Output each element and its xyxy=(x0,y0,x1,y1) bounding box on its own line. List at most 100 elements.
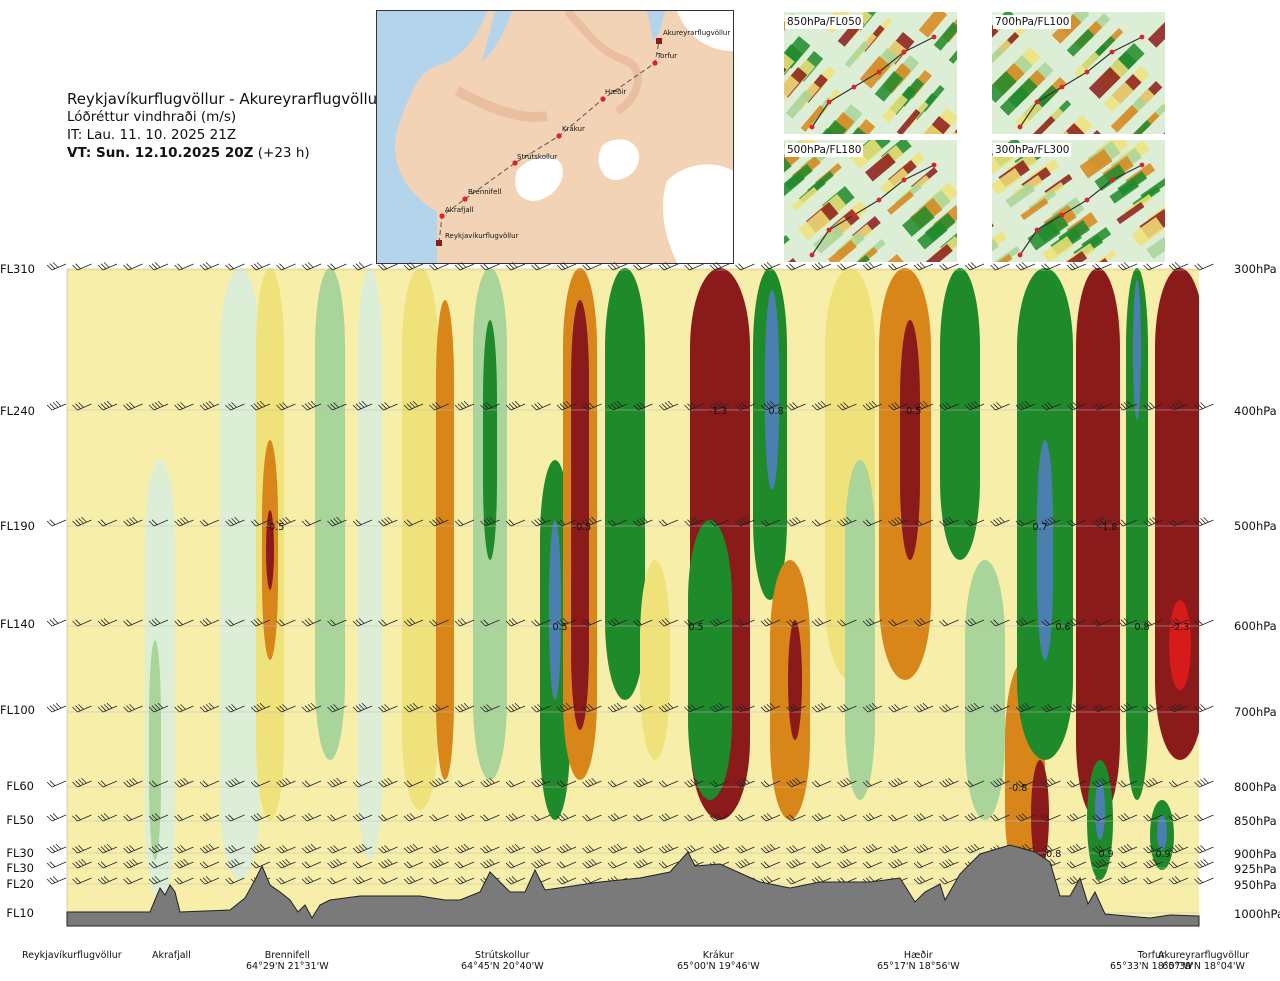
wind-barb xyxy=(301,702,322,713)
inset-label-300: 300hPa/FL300 xyxy=(993,143,1072,157)
wind-barb xyxy=(1092,402,1112,411)
wind-barb xyxy=(429,858,449,869)
wind-barb xyxy=(1066,400,1087,411)
wind-barb xyxy=(582,263,602,271)
map-label-akureyri: Akureyrarflugvöllur xyxy=(663,29,731,37)
hpa-label-925: 925hPa xyxy=(1234,862,1277,876)
station-coord: 64°45'N 20°40'W xyxy=(461,961,544,972)
wind-barb xyxy=(352,618,373,627)
wind-barb xyxy=(46,262,67,271)
wind-barb xyxy=(531,263,551,271)
wind-barb xyxy=(123,845,143,854)
wind-barb xyxy=(786,402,806,411)
wind-barb xyxy=(888,516,908,527)
hpa-label-1000: 1000hPa xyxy=(1234,907,1280,921)
wind-barb xyxy=(1143,619,1163,627)
wind-barb xyxy=(225,619,245,627)
wind-barb xyxy=(480,619,500,627)
station-brennifell: Brennifell 64°29'N 21°31'W xyxy=(246,950,329,972)
wind-band xyxy=(549,520,561,700)
wind-barb xyxy=(123,619,143,627)
fl-label-190: FL190 xyxy=(0,519,35,533)
value-label: -0.5 xyxy=(903,406,922,417)
route-title: Reykjavíkurflugvöllur - Akureyrarflugvöl… xyxy=(67,90,384,108)
wind-barb xyxy=(480,845,500,854)
wind-barb xyxy=(250,262,271,271)
wind-barb xyxy=(250,519,271,527)
wind-band xyxy=(1031,760,1049,870)
wind-barb xyxy=(837,402,857,411)
wind-barb xyxy=(939,845,959,854)
wind-barb xyxy=(174,619,194,627)
wind-barb xyxy=(97,876,118,885)
station-akrafjall: Akrafjall xyxy=(152,950,191,961)
wind-barb xyxy=(1168,780,1189,788)
wind-barb xyxy=(480,516,500,527)
wind-barb xyxy=(72,858,92,869)
wind-barb xyxy=(480,858,500,869)
wind-barb xyxy=(454,843,475,854)
wind-barb xyxy=(46,843,67,854)
wind-barb xyxy=(199,262,220,271)
wind-band xyxy=(788,620,802,740)
wind-barb xyxy=(403,262,424,271)
wind-barb xyxy=(403,780,424,788)
wind-barb xyxy=(148,618,169,627)
wind-barb xyxy=(1143,845,1163,854)
station-haedir: Hæðir 65°17'N 18°56'W xyxy=(877,950,960,972)
wind-barb xyxy=(97,262,118,271)
wind-barb xyxy=(760,400,781,411)
wind-barb xyxy=(46,813,67,822)
wind-barb xyxy=(97,780,118,788)
wind-barb xyxy=(1041,402,1061,411)
wind-barb xyxy=(327,704,347,713)
wind-band xyxy=(845,460,875,800)
station-torfur: Torfur 65°33'N 18°07'W xyxy=(1110,950,1193,972)
wind-barb xyxy=(505,702,526,713)
wind-barb xyxy=(1194,777,1214,788)
wind-barb xyxy=(46,618,67,627)
wind-barb xyxy=(505,813,526,822)
wind-barb xyxy=(276,777,296,788)
wind-barb xyxy=(301,262,322,271)
wind-barb xyxy=(1117,843,1138,854)
wind-barb xyxy=(1194,619,1214,627)
wind-barb xyxy=(429,263,449,271)
map-label-brennifell: Brennifell xyxy=(468,188,502,196)
wind-barb xyxy=(276,877,296,885)
wind-barb xyxy=(582,619,602,627)
wind-barb xyxy=(1143,263,1163,271)
wind-barb xyxy=(403,876,424,885)
wind-band xyxy=(1095,780,1105,840)
wind-barb xyxy=(913,262,934,271)
wind-barb xyxy=(862,843,883,854)
wind-barb xyxy=(964,843,985,854)
wind-barb xyxy=(990,516,1010,527)
fl-label-10: FL10 xyxy=(6,906,34,920)
wind-barb xyxy=(709,400,730,411)
wind-barb xyxy=(760,702,781,713)
wind-barb xyxy=(1143,858,1163,869)
wind-barb xyxy=(888,858,908,869)
cross-section-chart: -0.5 -0.5 0.5 -1.3 0.8 0.5 -0.5 -0.8 -0.8 0.7 -1.8… xyxy=(46,262,1214,927)
station-name: Brennifell xyxy=(264,950,310,961)
wind-barb xyxy=(225,516,245,527)
wind-barb xyxy=(939,877,959,885)
value-label: -0.8 xyxy=(1043,849,1062,860)
wind-barb xyxy=(1015,519,1036,527)
wind-barb xyxy=(352,876,373,885)
wind-barb xyxy=(378,263,398,271)
wind-barb xyxy=(97,702,118,713)
wind-barb xyxy=(1066,519,1087,527)
route-map: Reykjavíkurflugvöllur Akrafjall Brennife… xyxy=(376,10,734,264)
wind-barb xyxy=(1194,858,1214,869)
wind-barb xyxy=(378,877,398,885)
wind-barb xyxy=(148,861,169,869)
wind-barb xyxy=(888,814,908,822)
wind-barb xyxy=(1092,263,1112,271)
wind-barb xyxy=(148,813,169,822)
wind-barb xyxy=(454,876,475,885)
wind-band xyxy=(436,300,454,780)
wind-barb xyxy=(964,262,985,271)
wind-barb xyxy=(1194,263,1214,271)
